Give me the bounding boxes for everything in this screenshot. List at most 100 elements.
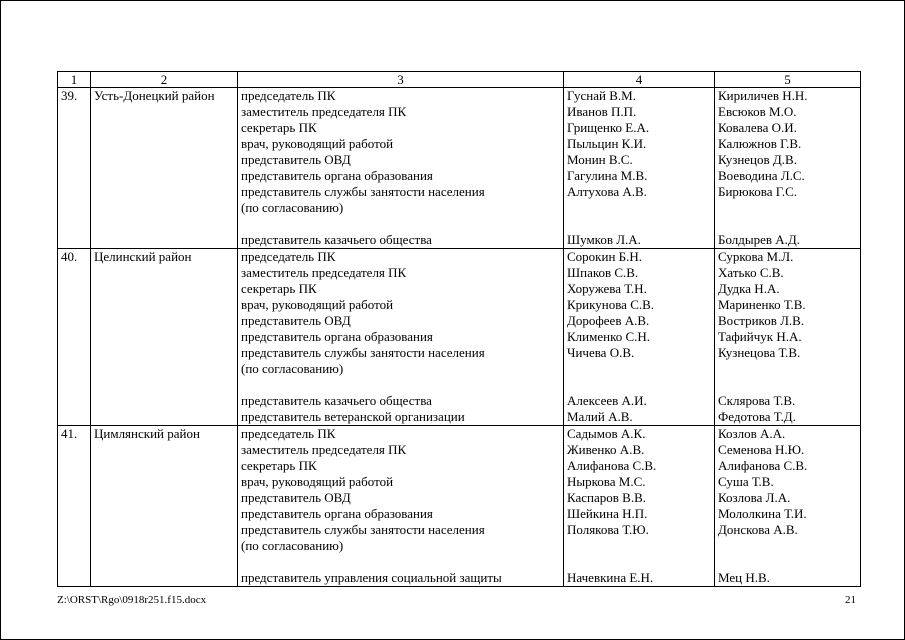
names-primary-cell: Садымов А.К. Живенко А.В. Алифанова С.В. Ны…: [563, 425, 715, 587]
district-name: Целинский район: [90, 248, 238, 426]
position-text: [241, 377, 560, 393]
position-text: врач, руководящий работой: [241, 474, 394, 489]
person-name: Чичева О.В.: [567, 345, 635, 360]
person-name: Шумков Л.А.: [567, 232, 641, 247]
names-primary-cell: Сорокин Б.Н. Шпаков С.В. Хоружева Т.Н. Крик…: [563, 248, 715, 426]
position-text: представитель ОВД: [241, 152, 351, 167]
person-name: Мариненко Т.В.: [718, 297, 806, 312]
positions-cell: председатель ПК заместитель председателя …: [237, 248, 564, 426]
names-secondary-cell: Кириличев Н.Н. Евсюков М.О. Ковалева О.И. К…: [714, 87, 861, 249]
person-name: Монин В.С.: [567, 152, 633, 167]
person-name: [567, 538, 711, 554]
person-name: Полякова Т.Ю.: [567, 522, 649, 537]
position-text: представитель органа образования: [241, 168, 433, 183]
position-text: представитель органа образования: [241, 329, 433, 344]
row-number: 39.: [57, 87, 91, 249]
person-name: [567, 554, 711, 570]
column-header-4: 4: [563, 71, 715, 88]
person-name: [718, 200, 857, 216]
position-text: секретарь ПК: [241, 458, 317, 473]
names-secondary-cell: Суркова М.Л. Хатько С.В. Дудка Н.А. Маринен…: [714, 248, 861, 426]
position-text: (по согласованию): [241, 200, 344, 215]
position-text: заместитель председателя ПК: [241, 442, 407, 457]
person-name: Живенко А.В.: [567, 442, 645, 457]
person-name: Дорофеев А.В.: [567, 313, 650, 328]
person-name: Пыльцин К.И.: [567, 136, 647, 151]
committee-table: 1 2 3 4 5 39. Усть-Донецкий район председа…: [57, 71, 861, 587]
page-number: 21: [845, 594, 856, 606]
person-name: [718, 216, 857, 232]
person-name: Семенова Н.Ю.: [718, 442, 805, 457]
table-row: 39. Усть-Донецкий район председатель ПК зам…: [57, 87, 861, 249]
person-name: Шейкина Н.П.: [567, 506, 648, 521]
person-name: Евсюков М.О.: [718, 104, 797, 119]
person-name: Суркова М.Л.: [718, 249, 794, 264]
district-name: Цимлянский район: [90, 425, 238, 587]
person-name: Крикунова С.В.: [567, 297, 655, 312]
position-text: председатель ПК: [241, 88, 336, 103]
row-number: 41.: [57, 425, 91, 587]
person-name: Кузнецов Д.В.: [718, 152, 797, 167]
table-row: 40. Целинский район председатель ПК замести…: [57, 248, 861, 426]
position-text: секретарь ПК: [241, 281, 317, 296]
person-name: Шпаков С.В.: [567, 265, 639, 280]
person-name: Садымов А.К.: [567, 426, 646, 441]
positions-cell: председатель ПК заместитель председателя …: [237, 87, 564, 249]
person-name: [718, 554, 857, 570]
person-name: Алифанова С.В.: [718, 458, 808, 473]
person-name: Хоружева Т.Н.: [567, 281, 647, 296]
person-name: Дудка Н.А.: [718, 281, 780, 296]
position-text: представитель службы занятости населения: [241, 522, 485, 537]
person-name: Ныркова М.С.: [567, 474, 646, 489]
position-text: представитель ветеранской организации: [241, 409, 465, 424]
person-name: Иванов П.П.: [567, 104, 637, 119]
position-text: представитель казачьего общества: [241, 232, 432, 247]
names-primary-cell: Гуснай В.М. Иванов П.П. Грищенко Е.А. Пыльц…: [563, 87, 715, 249]
column-header-3: 3: [237, 71, 564, 88]
position-text: врач, руководящий работой: [241, 136, 394, 151]
position-text: врач, руководящий работой: [241, 297, 394, 312]
position-text: представитель службы занятости населения: [241, 345, 485, 360]
person-name: Бирюкова Г.С.: [718, 184, 797, 199]
person-name: Гуснай В.М.: [567, 88, 636, 103]
person-name: Кузнецова Т.В.: [718, 345, 801, 360]
person-name: Тафийчук Н.А.: [718, 329, 802, 344]
person-name: [567, 361, 711, 377]
position-text: (по согласованию): [241, 538, 344, 553]
position-text: секретарь ПК: [241, 120, 317, 135]
position-text: заместитель председателя ПК: [241, 104, 407, 119]
position-text: председатель ПК: [241, 249, 336, 264]
person-name: Начевкина Е.Н.: [567, 570, 654, 585]
column-header-5: 5: [714, 71, 861, 88]
person-name: Хатько С.В.: [718, 265, 784, 280]
column-header-2: 2: [90, 71, 238, 88]
names-secondary-cell: Козлов А.А. Семенова Н.Ю. Алифанова С.В. Су…: [714, 425, 861, 587]
person-name: Гагулина М.В.: [567, 168, 648, 183]
position-text: председатель ПК: [241, 426, 336, 441]
positions-cell: председатель ПК заместитель председателя …: [237, 425, 564, 587]
person-name: [718, 377, 857, 393]
page-footer: Z:\ORST\Rgo\0918r251.f15.docx 21: [57, 594, 856, 606]
person-name: Болдырев А.Д.: [718, 232, 801, 247]
person-name: [567, 200, 711, 216]
person-name: Сорокин Б.Н.: [567, 249, 643, 264]
person-name: Ковалева О.И.: [718, 120, 797, 135]
person-name: Малий А.В.: [567, 409, 633, 424]
person-name: Калюжнов Г.В.: [718, 136, 802, 151]
person-name: Федотова Т.Д.: [718, 409, 796, 424]
person-name: Козлова Л.А.: [718, 490, 791, 505]
person-name: Козлов А.А.: [718, 426, 786, 441]
table-header-row: 1 2 3 4 5: [57, 71, 861, 88]
person-name: Мец Н.В.: [718, 570, 770, 585]
person-name: Суша Т.В.: [718, 474, 774, 489]
person-name: Склярова Т.В.: [718, 393, 796, 408]
position-text: [241, 216, 560, 232]
person-name: Грищенко Е.А.: [567, 120, 650, 135]
position-text: представитель службы занятости населения: [241, 184, 485, 199]
person-name: [567, 377, 711, 393]
position-text: представитель органа образования: [241, 506, 433, 521]
person-name: [567, 216, 711, 232]
position-text: представитель ОВД: [241, 313, 351, 328]
person-name: Клименко С.Н.: [567, 329, 651, 344]
